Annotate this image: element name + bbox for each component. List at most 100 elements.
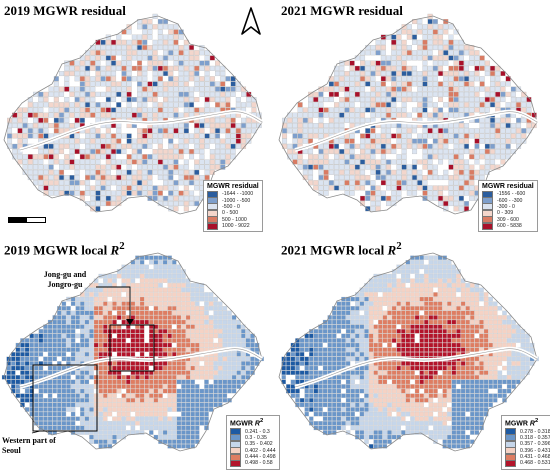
grid-cell [225,97,231,103]
grid-cell [422,149,428,155]
grid-cell [336,384,342,389]
grid-cell [209,154,215,160]
grid-cell [304,407,309,412]
grid-cell [345,398,351,403]
grid-cell [218,356,223,362]
grid-cell [474,329,480,334]
grid-cell [116,143,122,149]
grid-cell [437,296,443,302]
grid-cell [410,361,415,366]
grid-cell [80,370,85,375]
grid-cell [304,375,309,380]
grid-cell [53,123,59,129]
grid-cell [500,97,506,103]
grid-cell [70,315,76,320]
grid-cell [112,278,117,283]
grid-cell [360,159,366,165]
grid-cell [84,388,90,394]
grid-cell [456,296,461,302]
grid-cell [373,342,378,348]
grid-cell [185,342,191,348]
grid-cell [428,402,434,408]
grid-cell [526,97,532,103]
grid-cell [168,102,174,108]
grid-cell [339,123,345,129]
grid-cell [178,143,184,149]
grid-cell [318,370,323,375]
grid-cell [437,375,443,380]
grid-cell [510,128,516,134]
grid-cell [167,393,172,398]
grid-cell [135,402,140,408]
grid-cell [375,190,381,196]
grid-cell [194,180,200,186]
grid-cell [69,65,75,71]
grid-cell [147,55,153,61]
grid-cell [126,384,131,389]
grid-cell [149,407,154,412]
grid-cell [199,402,205,408]
grid-cell [309,356,314,362]
grid-cell [139,333,145,339]
grid-cell [474,402,480,408]
grid-cell [464,133,470,139]
grid-cell [433,296,438,302]
grid-cell [483,338,489,343]
grid-cell [147,159,153,165]
grid-cell [437,301,443,306]
grid-cell [162,273,168,279]
grid-cell [52,352,57,357]
grid-cell [84,425,90,431]
grid-cell [52,407,57,412]
grid-cell [142,97,148,103]
grid-cell [230,86,236,92]
grid-cell [422,190,428,196]
grid-cell [107,393,113,398]
grid-cell [453,128,459,134]
grid-cell [453,159,459,165]
grid-cell [168,39,174,45]
grid-cell [432,149,438,155]
grid-cell [48,159,54,165]
grid-cell [365,133,371,139]
grid-cell [181,407,186,412]
grid-cell [137,175,143,181]
grid-cell [387,365,392,371]
grid-cell [158,393,163,398]
grid-cell [465,342,470,348]
legend-label: 0 - 309 [497,210,514,217]
grid-cell [241,133,247,139]
grid-cell [29,361,34,366]
grid-cell [359,356,365,362]
grid-cell [304,356,309,362]
grid-cell [428,329,434,334]
grid-cell [158,315,163,320]
grid-cell [22,154,28,160]
grid-cell [149,273,154,279]
grid-cell [442,384,447,389]
grid-cell [137,65,143,71]
grid-cell [460,310,466,316]
grid-cell [511,342,516,348]
grid-cell [521,133,527,139]
grid-cell [422,50,428,56]
grid-cell [95,169,101,175]
grid-cell [422,128,428,134]
grid-cell [29,375,34,380]
grid-cell [354,154,360,160]
grid-cell [443,128,449,134]
grid-cell [93,434,99,440]
grid-cell [375,195,381,201]
grid-cell [424,255,429,260]
grid-cell [61,342,67,348]
grid-cell [17,112,23,118]
grid-cell [172,379,177,385]
grid-cell [130,338,136,343]
grid-cell [176,292,182,297]
grid-cell [105,149,111,155]
grid-cell [391,384,397,389]
grid-cell [235,102,241,108]
grid-cell [89,434,94,440]
grid-cell [29,365,34,371]
grid-cell [48,185,54,191]
